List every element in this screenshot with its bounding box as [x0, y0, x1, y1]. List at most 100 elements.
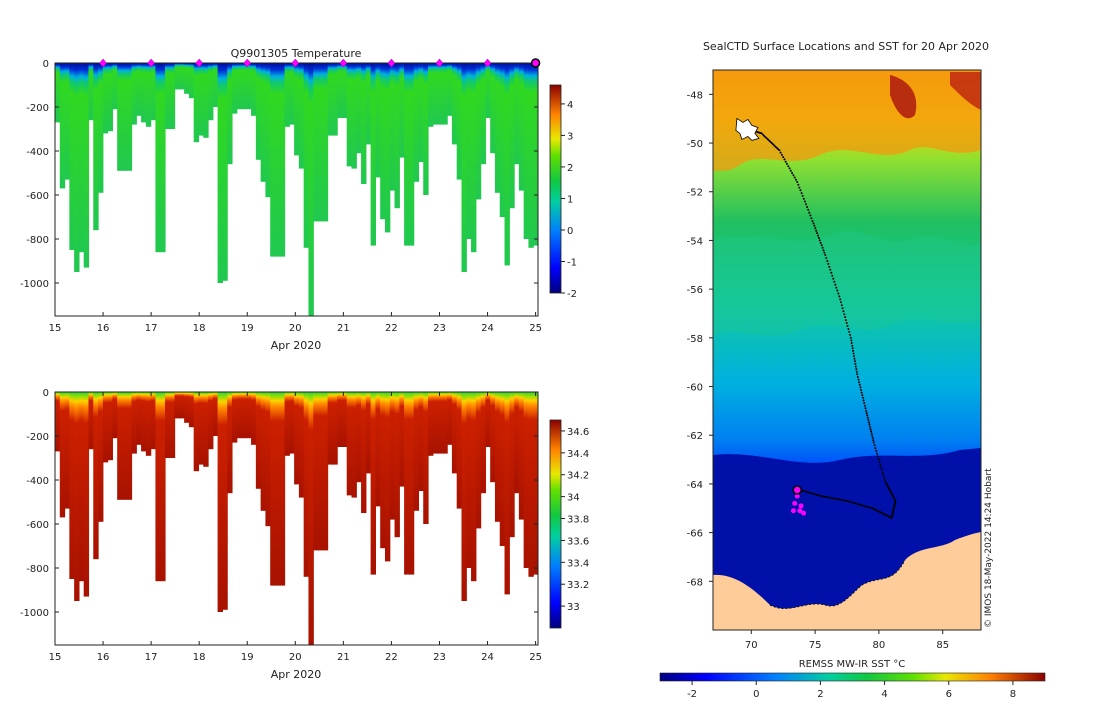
track-point — [839, 298, 842, 301]
track-point — [868, 423, 871, 426]
profile-column — [188, 392, 195, 428]
profile-column — [107, 63, 113, 132]
profile-column — [380, 63, 386, 220]
profile-column — [504, 63, 510, 266]
surface-location — [798, 503, 804, 509]
profile-column — [193, 63, 200, 143]
track-point — [872, 439, 875, 442]
track-point — [835, 286, 838, 289]
profile-column — [136, 63, 142, 116]
track-point — [802, 197, 805, 200]
land — [713, 532, 981, 630]
track-point — [770, 142, 773, 144]
track-point — [851, 344, 854, 347]
profile-column — [351, 392, 357, 498]
track-point — [870, 432, 873, 435]
track-point — [834, 283, 837, 286]
profile-column — [375, 63, 381, 178]
track-point — [867, 506, 870, 509]
track-point — [842, 310, 845, 313]
x-tick-label: 17 — [145, 652, 158, 663]
profile-column — [270, 63, 276, 257]
profile-column — [83, 392, 90, 597]
profile-column — [528, 392, 534, 577]
profile-column — [461, 63, 467, 272]
profile-column — [361, 63, 367, 184]
surface-location — [790, 508, 796, 514]
profile-column — [78, 392, 85, 582]
x-tick-label: 24 — [481, 323, 494, 334]
map-y-tick-label: -52 — [687, 188, 703, 199]
profile-column — [270, 392, 276, 586]
track-point — [813, 493, 816, 495]
track-point — [864, 505, 867, 508]
y-tick-label: -800 — [26, 564, 49, 575]
profile-column — [361, 392, 367, 513]
temperature-colorbar — [549, 84, 562, 294]
profile-column — [327, 63, 333, 136]
track-point — [836, 498, 839, 501]
x-tick-label: 20 — [289, 323, 302, 334]
track-point — [881, 472, 884, 475]
track-point — [859, 386, 862, 389]
track-point — [822, 249, 825, 252]
colorbar-tick-label: 4 — [567, 100, 573, 111]
surface-location — [794, 493, 800, 499]
profile-column — [208, 392, 214, 450]
track-point — [875, 449, 878, 452]
track-point — [809, 214, 812, 217]
profile-column — [509, 392, 515, 538]
profile-column — [313, 63, 319, 222]
track-point — [858, 503, 861, 506]
profile-column — [356, 392, 362, 483]
profile-column — [289, 63, 295, 125]
track-point — [769, 140, 772, 143]
track-point — [852, 349, 855, 352]
track-point — [835, 497, 838, 500]
profile-column — [461, 392, 467, 601]
track-point — [787, 165, 790, 168]
profile-column — [179, 63, 185, 90]
track-point — [780, 153, 783, 156]
profile-marker — [483, 58, 492, 68]
profile-column — [375, 392, 381, 507]
profile-column — [528, 63, 534, 248]
map-x-tick-label: 75 — [809, 640, 822, 651]
track-point — [809, 492, 812, 494]
track-point — [792, 174, 795, 177]
surface-location — [792, 500, 798, 506]
map-frame — [712, 69, 982, 631]
profile-column — [164, 63, 171, 129]
track-point — [862, 399, 865, 402]
track-point — [860, 504, 863, 507]
track-point — [851, 347, 854, 350]
profile-column — [102, 63, 109, 134]
profile-column — [384, 392, 391, 562]
profile-column — [193, 392, 200, 472]
track-point — [863, 404, 866, 407]
track-point — [841, 307, 844, 310]
track-point — [789, 169, 792, 172]
track-point — [803, 200, 806, 203]
profile-column — [255, 63, 262, 160]
track-point — [827, 496, 830, 499]
track-point — [799, 189, 802, 192]
profile-column — [365, 392, 372, 474]
profile-column — [485, 63, 491, 118]
track-point — [818, 239, 821, 242]
track-point — [840, 304, 843, 307]
track-point — [807, 208, 810, 211]
track-point — [801, 194, 804, 197]
track-point — [777, 148, 780, 151]
track-point — [854, 362, 857, 365]
sst-colorbar-tick-label: 8 — [1010, 689, 1016, 700]
profile-column — [227, 392, 233, 494]
profile-column — [236, 63, 243, 110]
y-tick-label: -800 — [26, 235, 49, 246]
profile-column — [332, 63, 338, 136]
profile-column — [64, 392, 70, 509]
colorbar-tick-label: 34.4 — [567, 449, 589, 460]
profile-column — [174, 392, 180, 419]
track-point — [810, 217, 813, 220]
